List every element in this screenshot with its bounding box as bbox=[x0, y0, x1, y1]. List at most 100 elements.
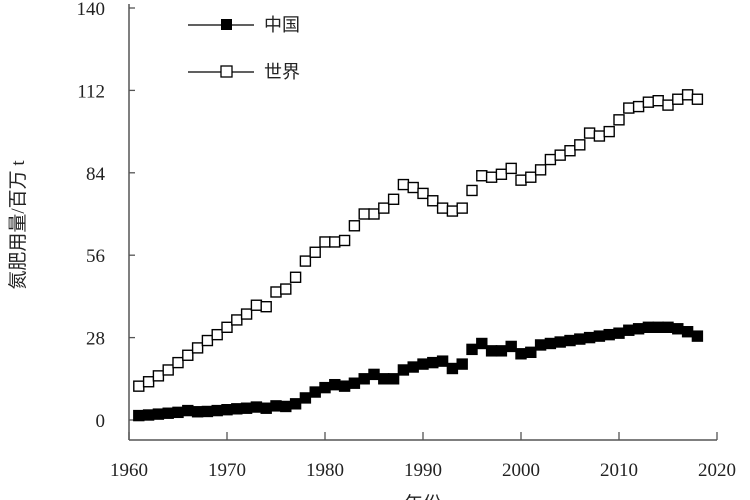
y-tick-label: 0 bbox=[96, 411, 106, 432]
world-point-1989 bbox=[407, 181, 419, 194]
world-point-2000 bbox=[515, 174, 527, 186]
world-point-2004 bbox=[554, 149, 566, 161]
world-point-1995 bbox=[466, 184, 478, 197]
legend: 中国 世界 bbox=[188, 15, 300, 82]
china-point-2015 bbox=[662, 321, 674, 333]
world-point-1977 bbox=[289, 271, 302, 283]
world-point-1994 bbox=[456, 202, 468, 214]
y-tick-label: 28 bbox=[86, 329, 105, 350]
china-point-1969 bbox=[211, 404, 223, 417]
x-tick-label: 1980 bbox=[306, 460, 344, 481]
world-point-1975 bbox=[270, 286, 282, 298]
china-point-1975 bbox=[270, 400, 282, 412]
x-tick-label: 2020 bbox=[698, 460, 736, 481]
world-point-2018 bbox=[691, 93, 704, 105]
china-point-1994 bbox=[456, 358, 468, 370]
world-point-1969 bbox=[211, 328, 223, 341]
china-point-2002 bbox=[534, 339, 547, 351]
china-point-1985 bbox=[368, 368, 380, 381]
world-point-2007 bbox=[583, 127, 596, 139]
world-point-1982 bbox=[338, 234, 351, 247]
world-point-1978 bbox=[299, 255, 312, 267]
world-point-1965 bbox=[172, 356, 184, 369]
world-point-2010 bbox=[613, 114, 625, 126]
world-point-2005 bbox=[564, 145, 576, 157]
world-point-1963 bbox=[152, 370, 165, 382]
china-point-1992 bbox=[436, 355, 449, 367]
china-point-2000 bbox=[515, 348, 527, 360]
world-point-2002 bbox=[534, 164, 547, 176]
world-point-1999 bbox=[505, 162, 517, 175]
x-axis-label: 年份 bbox=[404, 493, 442, 500]
axes: 0 28 56 84 112 140 1960 1970 1980 1990 2000 2010 202… bbox=[77, 0, 737, 481]
china-point-1978 bbox=[299, 392, 312, 404]
legend-marker-china bbox=[221, 19, 232, 30]
world-point-1973 bbox=[250, 299, 263, 311]
y-tick-label: 112 bbox=[77, 81, 105, 102]
legend-marker-world bbox=[220, 65, 233, 78]
world-point-1985 bbox=[368, 208, 380, 220]
x-tick-label: 1960 bbox=[110, 460, 148, 481]
world-point-2016 bbox=[672, 93, 684, 105]
world-point-1991 bbox=[427, 195, 439, 207]
china-point-2003 bbox=[544, 337, 557, 350]
world-point-1974 bbox=[260, 301, 272, 313]
china-point-2012 bbox=[632, 323, 645, 335]
china-point-2007 bbox=[583, 331, 596, 344]
y-axis-label: 氮肥用量/百万 t bbox=[7, 160, 29, 290]
china-point-1995 bbox=[466, 343, 478, 356]
world-point-1993 bbox=[446, 205, 459, 217]
world-point-1981 bbox=[329, 236, 341, 248]
china-point-1971 bbox=[231, 403, 243, 415]
china-point-1974 bbox=[260, 402, 272, 414]
y-tick-label: 84 bbox=[86, 164, 106, 185]
world-point-2001 bbox=[525, 171, 537, 183]
china-point-1998 bbox=[495, 345, 508, 357]
china-point-1966 bbox=[182, 404, 194, 417]
world-point-2011 bbox=[623, 102, 635, 114]
world-point-1997 bbox=[485, 171, 498, 183]
y-tick-label: 56 bbox=[86, 246, 105, 267]
world-point-2009 bbox=[603, 125, 615, 138]
china-point-2009 bbox=[603, 328, 615, 341]
china-point-2013 bbox=[642, 321, 655, 333]
china-point-1984 bbox=[358, 373, 370, 385]
china-point-1997 bbox=[485, 345, 498, 357]
world-point-1988 bbox=[397, 178, 410, 191]
china-point-1983 bbox=[348, 377, 361, 389]
china-point-1979 bbox=[309, 386, 321, 398]
world-point-1990 bbox=[417, 187, 429, 200]
china-point-1980 bbox=[319, 381, 331, 394]
china-point-1991 bbox=[427, 356, 439, 369]
china-point-2004 bbox=[554, 336, 566, 348]
world-point-1987 bbox=[387, 193, 400, 205]
world-point-1980 bbox=[319, 236, 331, 248]
china-point-1967 bbox=[191, 406, 204, 418]
china-point-1999 bbox=[505, 340, 517, 353]
world-point-2015 bbox=[662, 99, 674, 111]
world-point-2013 bbox=[642, 96, 655, 108]
world-point-1961 bbox=[133, 380, 145, 392]
china-point-1988 bbox=[397, 364, 410, 376]
world-point-2017 bbox=[681, 89, 694, 101]
china-point-2014 bbox=[652, 321, 664, 333]
world-point-1986 bbox=[378, 202, 390, 214]
china-point-2006 bbox=[574, 333, 586, 345]
china-point-1976 bbox=[280, 400, 292, 413]
china-point-1989 bbox=[407, 361, 419, 373]
world-point-1972 bbox=[240, 308, 253, 320]
china-point-2017 bbox=[681, 326, 694, 338]
china-point-1963 bbox=[152, 408, 165, 420]
china-point-1964 bbox=[162, 407, 174, 419]
world-point-2008 bbox=[593, 130, 606, 142]
x-tick-label: 1990 bbox=[404, 460, 442, 481]
world-point-1984 bbox=[358, 208, 370, 220]
china-point-1977 bbox=[289, 398, 302, 410]
world-point-2012 bbox=[632, 100, 645, 113]
china-point-1996 bbox=[476, 337, 488, 350]
legend-label-china: 中国 bbox=[264, 15, 300, 35]
world-point-1998 bbox=[495, 168, 508, 180]
world-point-1992 bbox=[436, 202, 449, 214]
china-point-1990 bbox=[417, 358, 429, 370]
